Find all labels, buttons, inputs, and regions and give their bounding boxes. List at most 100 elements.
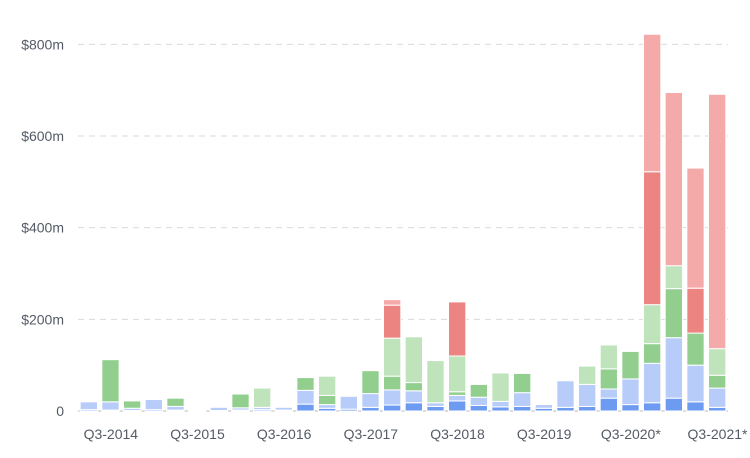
bar-stack-Q4-2016 — [274, 406, 294, 412]
bar-stack-Q3-2021* — [686, 167, 705, 412]
bar-segment — [383, 299, 402, 306]
bar-stack-Q3-2020* — [599, 344, 618, 412]
bar-segment — [599, 388, 618, 399]
bar-segment — [144, 399, 163, 411]
bar-segment — [361, 393, 380, 408]
x-tick-label: Q3-2020* — [601, 426, 661, 442]
bar-segment — [383, 404, 402, 412]
bar-segment — [664, 91, 683, 267]
bar-stack-Q2-2015 — [144, 399, 163, 412]
bar-segment — [448, 391, 467, 396]
bar-segment — [491, 406, 510, 412]
bar-stack-Q4-2020* — [621, 350, 640, 412]
bar-stack-Q4-2021* — [708, 93, 727, 412]
bar-segment — [383, 389, 402, 406]
bar-segment — [383, 304, 402, 339]
bar-segment — [383, 337, 402, 377]
bar-segment — [361, 406, 380, 412]
bar-segment — [664, 265, 683, 290]
bar-segment — [621, 404, 640, 412]
bar-segment — [318, 394, 337, 406]
x-tick-label: Q3-2017 — [344, 426, 399, 442]
bar-stack-Q1-2020 — [556, 380, 575, 412]
bar-segment — [556, 406, 575, 412]
x-tick-label: Q3-2019 — [517, 426, 572, 442]
bar-segment — [686, 332, 705, 366]
bar-stack-Q3-2016 — [253, 387, 272, 412]
bar-segment — [469, 405, 489, 412]
y-tick-label: $600m — [21, 128, 64, 144]
bar-segment — [664, 337, 683, 399]
bar-segment — [296, 389, 315, 405]
bar-segment — [534, 404, 553, 409]
bar-segment — [296, 403, 315, 412]
bar-segment — [166, 397, 185, 407]
bar-segment — [296, 376, 315, 379]
bar-segment — [426, 402, 445, 407]
bar-segment — [404, 390, 424, 404]
bar-segment — [274, 406, 294, 411]
bar-stack-Q4-2015 — [188, 409, 207, 412]
x-tick-label: Q3-2018 — [430, 426, 485, 442]
bar-segment — [469, 383, 489, 398]
bar-segment — [643, 33, 662, 173]
bar-segment — [686, 287, 705, 334]
bar-segment — [556, 380, 575, 408]
bar-segment — [253, 387, 272, 408]
bar-segment — [361, 370, 380, 395]
x-tick-label: Q3-2016 — [257, 426, 312, 442]
bar-segment — [404, 336, 424, 384]
bar-segment — [664, 288, 683, 339]
bar-stack-Q4-2018 — [448, 301, 467, 412]
bar-segment — [708, 406, 727, 412]
bar-segment — [101, 359, 120, 403]
bar-segment — [643, 171, 662, 306]
bar-segment — [599, 368, 618, 390]
bar-segment — [513, 392, 532, 407]
bar-stack-Q3-2019 — [513, 372, 532, 412]
bar-stack-Q1-2015 — [123, 400, 142, 412]
bar-stack-Q3-2015 — [166, 397, 185, 412]
bar-stack-Q2-2021* — [664, 91, 683, 412]
bar-segment — [708, 348, 727, 376]
bar-segment — [513, 372, 532, 394]
bar-segment — [491, 372, 510, 402]
bar-stack-Q3-2014 — [79, 401, 98, 412]
bar-segment — [686, 167, 705, 289]
bar-segment — [448, 301, 467, 357]
grid-lines — [78, 43, 728, 412]
bar-segment — [664, 397, 683, 412]
bar-stack-Q4-2014 — [101, 359, 120, 412]
bar-segment — [578, 405, 597, 412]
bar-stack-Q1-2019 — [469, 383, 489, 412]
bar-segment — [708, 387, 727, 408]
bar-segment — [578, 383, 597, 407]
bar-segment — [404, 382, 424, 392]
bar-stack-Q3-2017 — [339, 395, 359, 412]
bar-segment — [231, 393, 250, 409]
bar-segment — [383, 375, 402, 391]
bar-stack-Q2-2016 — [231, 393, 250, 412]
bar-segment — [448, 400, 467, 412]
y-tick-label: $800m — [21, 36, 64, 52]
bar-segment — [123, 400, 142, 409]
bar-stack-Q2-2019 — [491, 372, 510, 412]
bar-segment — [469, 396, 489, 406]
bar-segment — [643, 362, 662, 404]
bar-segment — [426, 360, 445, 404]
bar-segment — [621, 378, 640, 406]
bar-segment — [708, 93, 727, 350]
bar-segment — [448, 355, 467, 393]
bar-segment — [339, 395, 359, 410]
x-tick-label: Q3-2015 — [170, 426, 225, 442]
bar-segment — [79, 401, 98, 411]
bar-segment — [318, 375, 337, 396]
bar-segment — [708, 374, 727, 389]
x-tick-label: Q3-2021* — [688, 426, 748, 442]
y-tick-label: 0 — [56, 403, 64, 419]
bar-segment — [643, 343, 662, 364]
bar-segment — [188, 409, 207, 412]
bar-stack-Q1-2018 — [383, 299, 402, 412]
bar-segment — [448, 394, 467, 402]
